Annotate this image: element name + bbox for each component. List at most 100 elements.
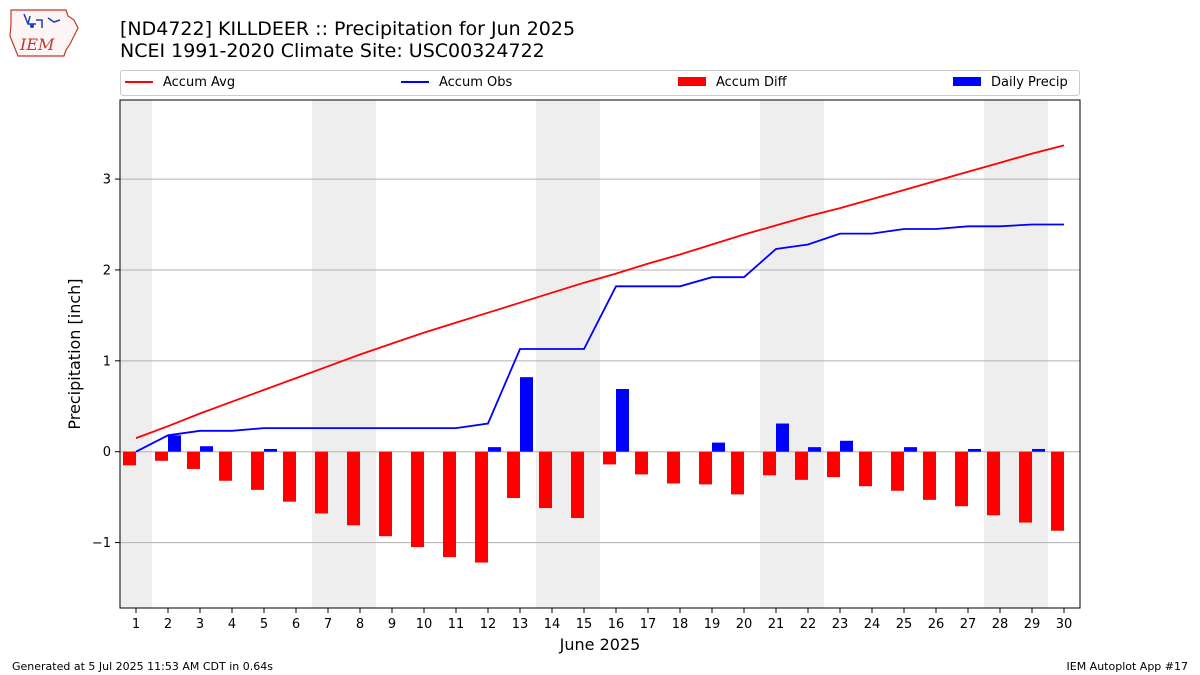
daily-precip-bar [616, 388, 629, 452]
x-tick-label: 3 [196, 617, 204, 632]
x-tick-label: 12 [480, 617, 497, 632]
accum-diff-bar [1051, 451, 1064, 531]
x-tick-label: 23 [832, 617, 849, 632]
x-tick-label: 22 [800, 617, 817, 632]
legend-label: Accum Obs [439, 75, 513, 90]
weekend-band [120, 100, 152, 608]
y-tick-label: −1 [92, 536, 111, 551]
x-tick-label: 27 [960, 617, 977, 632]
legend-item-accum-avg: Accum Avg [125, 74, 235, 92]
y-tick-label: 1 [103, 354, 111, 369]
x-tick-label: 21 [768, 617, 785, 632]
x-tick-label: 17 [640, 617, 657, 632]
weather-station-icon [23, 13, 61, 28]
accum-diff-bar [315, 451, 328, 514]
daily-precip-bar [1032, 448, 1045, 452]
legend-swatch [678, 77, 706, 86]
footer-app: IEM Autoplot App #17 [1066, 660, 1189, 673]
accum-diff-bar [859, 451, 872, 487]
chart-legend: Accum Avg Accum Obs Accum Diff Daily Pre… [120, 70, 1080, 96]
x-tick-label: 24 [864, 617, 881, 632]
accum-diff-bar [187, 451, 200, 469]
accum-diff-bar [763, 451, 776, 476]
daily-precip-bar [968, 448, 981, 452]
daily-precip-bar [904, 447, 917, 452]
accum-diff-bar [955, 451, 968, 507]
legend-label: Accum Diff [716, 75, 787, 90]
y-tick-label: 3 [103, 173, 111, 188]
iem-logo: IEM [9, 9, 79, 57]
x-tick-label: 1 [132, 617, 140, 632]
logo-text: IEM [19, 35, 55, 54]
x-tick-label: 5 [260, 617, 268, 632]
accum-diff-bar [571, 451, 584, 519]
weekend-band [984, 100, 1048, 608]
daily-precip-bar [488, 447, 501, 452]
accum-diff-bar [283, 451, 296, 502]
bars [123, 377, 1064, 563]
legend-swatch [125, 80, 153, 83]
x-tick-label: 28 [992, 617, 1009, 632]
x-axis-label: June 2025 [559, 635, 641, 654]
weekend-band [760, 100, 824, 608]
accum-diff-bar [219, 451, 232, 481]
x-tick-label: 20 [736, 617, 753, 632]
accum-diff-bar [827, 451, 840, 478]
accum-diff-bar [795, 451, 808, 480]
accum-diff-bar [539, 451, 552, 509]
daily-precip-bar [712, 442, 725, 452]
x-tick-label: 4 [228, 617, 236, 632]
x-tick-label: 26 [928, 617, 945, 632]
accum-diff-bar [891, 451, 904, 491]
x-tick-label: 9 [388, 617, 396, 632]
accum-diff-bar [507, 451, 520, 499]
legend-label: Daily Precip [991, 75, 1068, 90]
series-lines [135, 144, 1065, 453]
accum-diff-bar [379, 451, 392, 537]
accum-avg-line [135, 144, 1065, 439]
y-axis-label: Precipitation [inch] [65, 278, 84, 429]
daily-precip-bar [520, 377, 533, 452]
x-tick-label: 16 [608, 617, 625, 632]
accum-diff-bar [475, 451, 488, 563]
x-tick-label: 2 [164, 617, 172, 632]
weekend-band [536, 100, 600, 608]
accum-diff-bar [731, 451, 744, 495]
accum-diff-bar [443, 451, 456, 558]
x-tick-label: 6 [292, 617, 300, 632]
accum-diff-bar [155, 451, 168, 461]
daily-precip-bar [264, 448, 277, 452]
accum-diff-bar [635, 451, 648, 475]
accum-diff-bar [347, 451, 360, 526]
x-tick-label: 30 [1056, 617, 1073, 632]
accum-diff-bar [667, 451, 680, 484]
x-tick-label: 15 [576, 617, 593, 632]
chart-subtitle: NCEI 1991-2020 Climate Site: USC00324722 [120, 40, 545, 62]
x-tick-label: 19 [704, 617, 721, 632]
daily-precip-bar [808, 447, 821, 452]
x-tick-label: 7 [324, 617, 332, 632]
daily-precip-bar [200, 446, 213, 452]
accum-diff-bar [1019, 451, 1032, 523]
chart-title: [ND4722] KILLDEER :: Precipitation for J… [120, 18, 576, 40]
accum-diff-bar [923, 451, 936, 500]
x-tick-label: 14 [544, 617, 561, 632]
x-tick-label: 25 [896, 617, 913, 632]
accum-diff-bar [699, 451, 712, 485]
legend-item-accum-diff: Accum Diff [678, 74, 787, 92]
legend-swatch [401, 80, 429, 83]
footer-generated: Generated at 5 Jul 2025 11:53 AM CDT in … [12, 660, 273, 673]
y-tick-label: 2 [103, 263, 111, 278]
x-tick-label: 8 [356, 617, 364, 632]
x-tick-label: 29 [1024, 617, 1041, 632]
daily-precip-bar [840, 440, 853, 452]
legend-swatch [953, 77, 981, 86]
plot-frame [119, 99, 1081, 609]
gridlines [120, 178, 1080, 544]
accum-obs-line [135, 223, 1064, 453]
legend-label: Accum Avg [163, 75, 236, 90]
y-tick-label: 0 [103, 445, 111, 460]
x-tick-label: 13 [512, 617, 529, 632]
